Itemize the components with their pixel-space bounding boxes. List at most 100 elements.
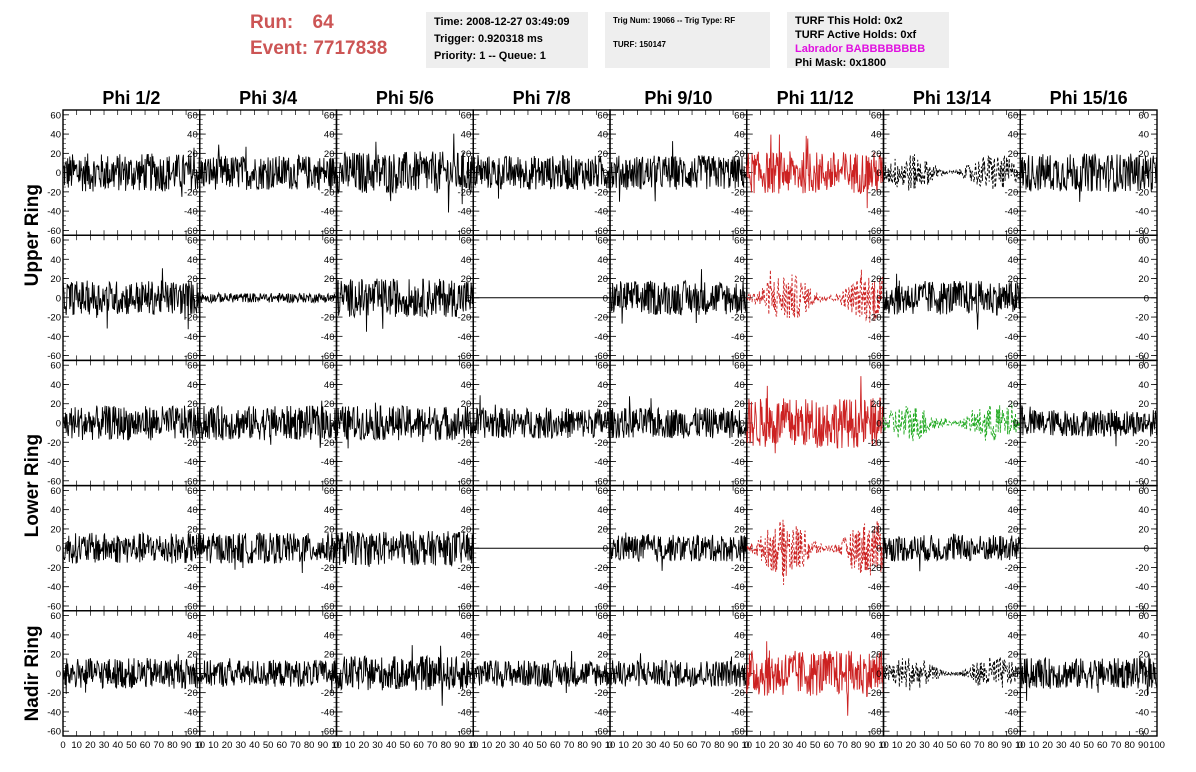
ytick-label: 0 [192, 168, 197, 179]
ytick-label: -20 [1005, 688, 1019, 699]
ytick-label: -20 [594, 688, 608, 699]
ytick-label: -60 [594, 601, 608, 612]
ytick-label: -60 [1005, 601, 1019, 612]
ytick-label: -20 [868, 313, 882, 324]
ytick-label: 0 [329, 419, 334, 430]
ytick-label: -20 [458, 313, 472, 324]
ytick-label: -60 [47, 727, 61, 738]
ytick-label: -20 [594, 438, 608, 449]
ytick-label: -20 [47, 313, 61, 324]
ytick-label: -60 [1135, 226, 1149, 237]
ytick-label: 0 [56, 293, 61, 304]
ytick-label: -40 [321, 332, 335, 343]
xtick-label: 10 [194, 740, 205, 751]
xtick-label: 90 [591, 740, 602, 751]
waveform-trace [62, 147, 201, 197]
xtick-label: 60 [1097, 740, 1108, 751]
time-trigger-info: Time: 2008-12-27 03:49:09 Trigger: 0.920… [426, 12, 588, 68]
ytick-label: 0 [1144, 544, 1149, 555]
waveform-trace [883, 533, 1021, 572]
column-header: Phi 7/8 [513, 88, 571, 108]
ytick-label: -60 [731, 351, 745, 362]
ytick-label: 40 [1138, 255, 1149, 266]
ytick-label: 60 [1138, 611, 1149, 622]
ytick-label: -20 [1135, 313, 1149, 324]
ytick-label: 0 [466, 544, 471, 555]
ytick-label: 0 [329, 669, 334, 680]
xtick-label: 30 [646, 740, 657, 751]
ytick-label: -60 [594, 476, 608, 487]
xtick-label: 20 [632, 740, 643, 751]
ytick-label: 60 [324, 611, 335, 622]
ytick-label: 0 [739, 544, 744, 555]
ytick-label: 40 [461, 130, 472, 141]
ytick-label: 60 [324, 361, 335, 372]
ytick-label: -40 [184, 582, 198, 593]
ytick-label: -40 [731, 332, 745, 343]
xtick-label: 90 [1001, 740, 1012, 751]
ytick-label: 0 [1144, 293, 1149, 304]
ytick-label: -40 [184, 457, 198, 468]
xtick-label: 40 [796, 740, 807, 751]
ytick-label: 40 [187, 630, 198, 641]
ytick-label: -40 [594, 457, 608, 468]
ytick-label: 60 [597, 236, 608, 247]
xtick-label: 30 [372, 740, 383, 751]
ytick-label: 60 [187, 110, 198, 121]
waveform-trace [883, 273, 1021, 330]
ytick-label: 20 [734, 650, 745, 661]
ytick-label: -60 [868, 351, 882, 362]
ytick-label: 40 [324, 130, 335, 141]
ytick-label: 0 [466, 669, 471, 680]
ytick-label: -40 [458, 207, 472, 218]
ytick-label: 60 [871, 110, 882, 121]
waveform-trace [609, 653, 748, 687]
ytick-label: 20 [461, 650, 472, 661]
ytick-label: 60 [1138, 361, 1149, 372]
ytick-label: 0 [56, 419, 61, 430]
ytick-label: 0 [192, 544, 197, 555]
ytick-label: -60 [1005, 727, 1019, 738]
xtick-label: 60 [277, 740, 288, 751]
xtick-label: 10 [892, 740, 903, 751]
ytick-label: 60 [1138, 236, 1149, 247]
ytick-label: -20 [184, 438, 198, 449]
xtick-label: 50 [1083, 740, 1094, 751]
ytick-label: -60 [47, 601, 61, 612]
ytick-label: 60 [597, 110, 608, 121]
ytick-label: 60 [597, 611, 608, 622]
row-group-label: Lower Ring [22, 434, 43, 537]
ytick-label: 40 [871, 380, 882, 391]
ytick-label: -20 [458, 563, 472, 574]
ytick-label: 20 [187, 274, 198, 285]
ytick-label: -40 [1135, 582, 1149, 593]
xtick-label: 50 [810, 740, 821, 751]
xtick-label: 50 [536, 740, 547, 751]
ytick-label: 20 [871, 524, 882, 535]
ytick-label: 20 [50, 399, 61, 410]
xtick-label: 20 [85, 740, 96, 751]
ytick-label: -60 [321, 476, 335, 487]
xtick-label: 90 [181, 740, 192, 751]
ytick-label: 0 [603, 544, 608, 555]
ytick-label: -60 [184, 226, 198, 237]
xtick-label: 80 [441, 740, 452, 751]
ytick-label: -20 [321, 688, 335, 699]
ytick-label: -40 [47, 332, 61, 343]
ytick-label: 20 [461, 149, 472, 160]
ytick-label: 40 [1008, 505, 1019, 516]
ytick-label: -60 [868, 226, 882, 237]
ytick-label: -40 [458, 457, 472, 468]
xtick-label: 10 [208, 740, 219, 751]
ytick-label: -40 [321, 582, 335, 593]
ytick-label: -20 [458, 688, 472, 699]
ytick-label: -60 [868, 601, 882, 612]
ytick-label: -20 [1135, 688, 1149, 699]
ytick-label: -20 [868, 688, 882, 699]
ytick-label: 60 [871, 611, 882, 622]
ytick-label: -20 [731, 313, 745, 324]
ytick-label: -60 [731, 601, 745, 612]
ytick-label: -40 [731, 582, 745, 593]
ytick-label: -60 [47, 226, 61, 237]
run-line: Run: 64 [250, 10, 420, 36]
